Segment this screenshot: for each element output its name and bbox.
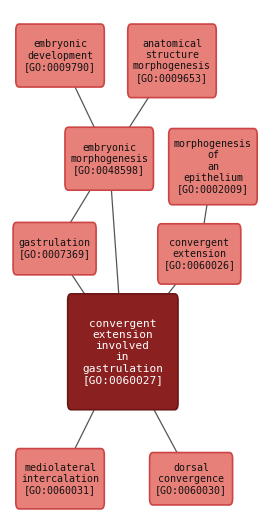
FancyBboxPatch shape xyxy=(65,127,153,190)
Text: anatomical
structure
morphogenesis
[GO:0009653]: anatomical structure morphogenesis [GO:0… xyxy=(133,39,211,83)
FancyBboxPatch shape xyxy=(16,24,104,87)
FancyBboxPatch shape xyxy=(158,224,241,284)
Text: mediolateral
intercalation
[GO:0060031]: mediolateral intercalation [GO:0060031] xyxy=(21,462,99,495)
FancyBboxPatch shape xyxy=(13,222,96,275)
Text: convergent
extension
involved
in
gastrulation
[GO:0060027]: convergent extension involved in gastrul… xyxy=(82,319,163,385)
FancyBboxPatch shape xyxy=(150,452,233,505)
Text: dorsal
convergence
[GO:0060030]: dorsal convergence [GO:0060030] xyxy=(155,462,227,495)
Text: gastrulation
[GO:0007369]: gastrulation [GO:0007369] xyxy=(19,238,91,259)
Text: embryonic
development
[GO:0009790]: embryonic development [GO:0009790] xyxy=(24,39,96,72)
FancyBboxPatch shape xyxy=(68,294,178,409)
FancyBboxPatch shape xyxy=(169,129,257,205)
Text: morphogenesis
of
an
epithelium
[GO:0002009]: morphogenesis of an epithelium [GO:00020… xyxy=(174,139,252,194)
Text: convergent
extension
[GO:0060026]: convergent extension [GO:0060026] xyxy=(163,238,235,270)
FancyBboxPatch shape xyxy=(128,24,216,97)
Text: embryonic
morphogenesis
[GO:0048598]: embryonic morphogenesis [GO:0048598] xyxy=(70,142,148,175)
FancyBboxPatch shape xyxy=(16,449,104,509)
